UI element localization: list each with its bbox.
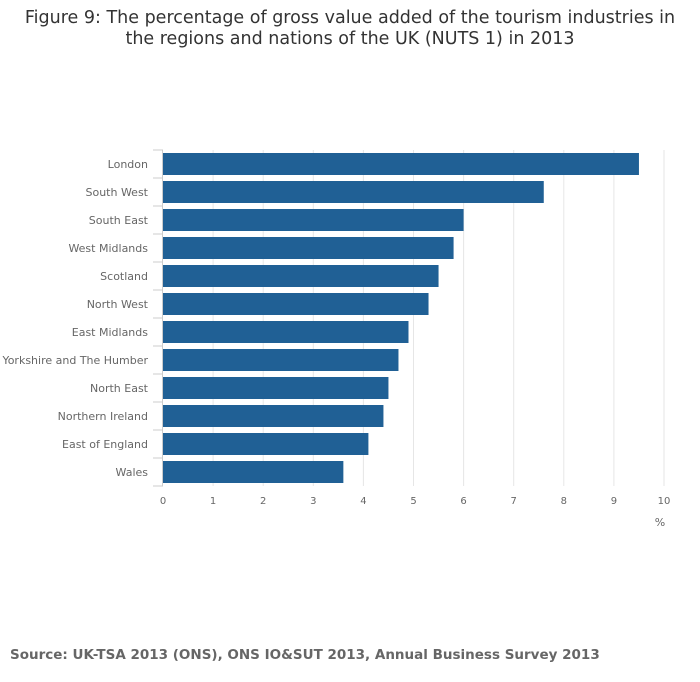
chart-title: Figure 9: The percentage of gross value … xyxy=(0,8,700,50)
bar-east-of-england xyxy=(163,433,369,455)
category-label-east-of-england: East of England xyxy=(62,438,148,451)
category-label-north-west: North West xyxy=(87,298,149,311)
bar-london xyxy=(163,153,639,175)
category-label-south-west: South West xyxy=(85,186,148,199)
bar-wales xyxy=(163,461,344,483)
x-axis-label: % xyxy=(655,516,665,529)
bar-north-west xyxy=(163,293,429,315)
category-labels: London South West South East West Midlands S… xyxy=(1,158,148,479)
x-tick-label-10: 10 xyxy=(658,496,671,507)
category-label-west-midlands: West Midlands xyxy=(68,242,148,255)
category-label-scotland: Scotland xyxy=(100,270,148,283)
x-tick-label-8: 8 xyxy=(561,496,567,507)
category-label-northern-ireland: Northern Ireland xyxy=(58,410,148,423)
category-label-east-midlands: East Midlands xyxy=(72,326,149,339)
x-tick-label-1: 1 xyxy=(210,496,216,507)
x-tick-labels: 0 1 2 3 4 5 6 7 8 9 10 xyxy=(160,496,671,507)
category-label-london: London xyxy=(108,158,148,171)
x-tick-label-4: 4 xyxy=(360,496,366,507)
bar-south-east xyxy=(163,209,464,231)
category-label-north-east: North East xyxy=(90,382,149,395)
x-tick-label-3: 3 xyxy=(310,496,316,507)
chart-title-line-2: the regions and nations of the UK (NUTS … xyxy=(125,29,575,49)
x-tick-label-2: 2 xyxy=(260,496,266,507)
chart-title-line-1: Figure 9: The percentage of gross value … xyxy=(24,8,676,28)
category-label-south-east: South East xyxy=(89,214,149,227)
x-tick-label-0: 0 xyxy=(160,496,166,507)
category-label-yorkshire-and-the-humber: Yorkshire and The Humber xyxy=(1,354,148,367)
x-tick-label-9: 9 xyxy=(611,496,617,507)
category-axis xyxy=(153,149,163,487)
category-label-wales: Wales xyxy=(116,466,149,479)
bar-northern-ireland xyxy=(163,405,384,427)
bar-scotland xyxy=(163,265,439,287)
bar-west-midlands xyxy=(163,237,454,259)
source-note: Source: UK-TSA 2013 (ONS), ONS IO&SUT 20… xyxy=(10,647,600,663)
x-tick-label-6: 6 xyxy=(460,496,466,507)
bar-north-east xyxy=(163,377,389,399)
grid-lines xyxy=(212,150,665,486)
x-tick-label-5: 5 xyxy=(410,496,416,507)
bar-yorkshire-and-the-humber xyxy=(163,349,399,371)
bar-south-west xyxy=(163,181,544,203)
x-tick-label-7: 7 xyxy=(511,496,517,507)
bars xyxy=(163,153,639,483)
bar-east-midlands xyxy=(163,321,409,343)
